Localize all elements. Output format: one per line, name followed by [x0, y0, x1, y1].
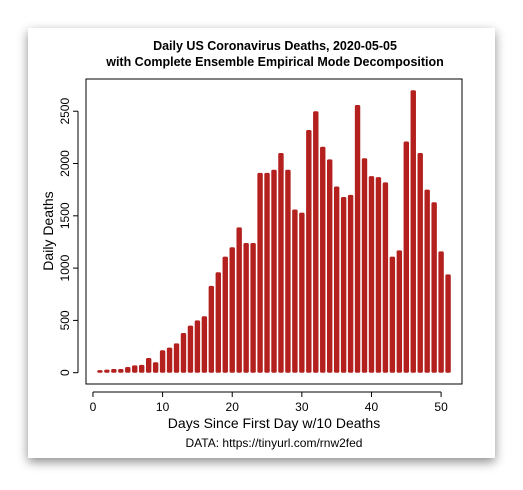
- bar: [278, 153, 284, 373]
- bar: [333, 186, 340, 373]
- chart-subtitle: with Complete Ensemble Empirical Mode De…: [105, 55, 444, 69]
- y-tick-label: 1000: [58, 254, 72, 281]
- bar: [368, 176, 375, 373]
- bar: [389, 256, 396, 373]
- bar: [201, 316, 208, 373]
- bar: [118, 369, 124, 373]
- bar: [340, 196, 347, 373]
- bar: [327, 159, 333, 373]
- bar: [257, 172, 263, 373]
- bar: [229, 247, 235, 373]
- bar: [410, 90, 416, 373]
- bar: [396, 250, 403, 373]
- x-tick-label: 40: [365, 400, 379, 414]
- bar: [313, 111, 319, 373]
- x-tick-label: 50: [434, 400, 448, 414]
- bar: [299, 212, 305, 373]
- bar: [111, 369, 117, 373]
- bar: [152, 362, 159, 373]
- x-tick-label: 20: [226, 400, 240, 414]
- bar: [208, 285, 215, 373]
- bar: [145, 358, 152, 373]
- bar: [424, 189, 430, 373]
- bar: [194, 320, 201, 373]
- bar: [180, 332, 187, 373]
- y-tick-label: 1500: [58, 202, 72, 229]
- bar: [243, 243, 249, 373]
- bar: [403, 141, 409, 373]
- y-tick-label: 0: [58, 369, 72, 376]
- bar: [264, 172, 270, 373]
- bar: [285, 169, 291, 373]
- bar: [292, 209, 298, 373]
- bar: [417, 153, 423, 373]
- y-axis-title: Daily Deaths: [40, 191, 56, 270]
- bar: [125, 366, 131, 373]
- chart-title: Daily US Coronavirus Deaths, 2020-05-05: [153, 39, 397, 53]
- y-tick-label: 2500: [58, 98, 72, 125]
- plot-box: [85, 78, 463, 385]
- bar: [187, 325, 194, 373]
- bar: [431, 202, 437, 373]
- bar: [354, 104, 361, 373]
- bar: [382, 182, 389, 373]
- bar: [139, 364, 145, 373]
- y-tick-label: 500: [58, 310, 72, 330]
- x-tick-label: 30: [295, 400, 309, 414]
- bar: [236, 227, 242, 373]
- bar: [438, 251, 444, 373]
- bar: [271, 169, 277, 373]
- bar: [250, 243, 256, 373]
- bar: [215, 272, 221, 373]
- x-tick-label: 10: [156, 400, 170, 414]
- bar: [159, 350, 166, 373]
- bar: [361, 158, 368, 373]
- bar: [306, 130, 312, 373]
- bar: [320, 146, 326, 373]
- caption: DATA: https://tinyurl.com/rnw2fed: [186, 436, 363, 450]
- y-tick-label: 2000: [58, 150, 72, 177]
- x-axis-title: Days Since First Day w/10 Deaths: [168, 415, 380, 431]
- bar: [97, 370, 103, 373]
- bar: [132, 365, 138, 373]
- bar: [166, 347, 173, 373]
- bar: [104, 369, 110, 373]
- bar: [222, 256, 228, 373]
- x-tick-label: 0: [90, 400, 97, 414]
- bar: [375, 177, 382, 373]
- bar: [445, 274, 451, 373]
- bar: [347, 194, 354, 373]
- bar: [173, 343, 180, 373]
